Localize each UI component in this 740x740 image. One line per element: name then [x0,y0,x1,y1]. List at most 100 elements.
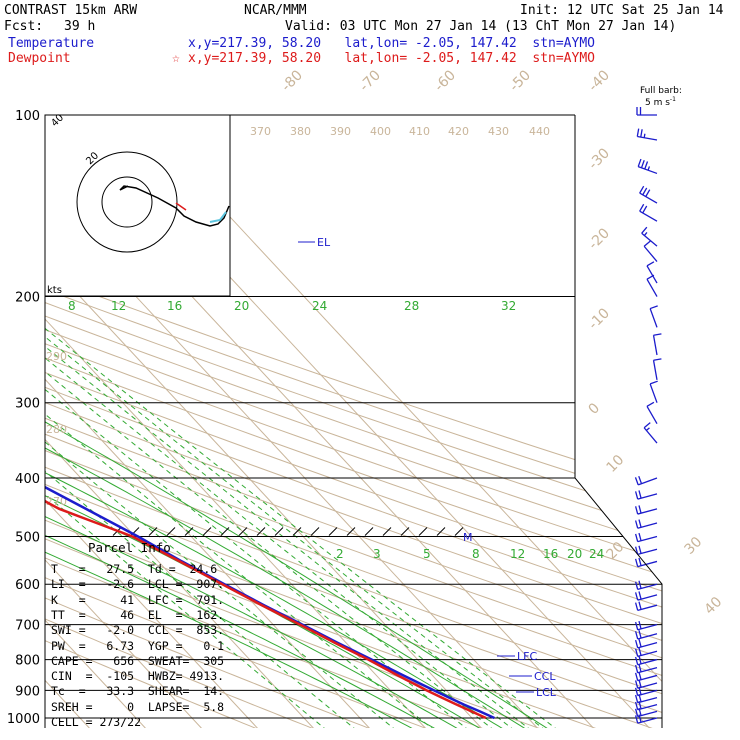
pressure-tick-label: 900 [15,684,40,699]
isotherm-label: -40 [586,67,613,94]
wind-barb-flag [634,656,639,665]
moist-adiabat-line [45,268,462,728]
isotherm-label: 30 [682,534,706,558]
mixing-ratio-label: 8 [68,299,76,313]
wind-barb-flag [634,694,639,703]
isotherm-label: -30 [586,145,613,172]
wind-barb-staff [637,135,658,141]
dry-adiabat-line [45,115,662,728]
wind-barb-flag [639,203,645,212]
dry-adiabat-line [45,115,662,728]
wind-barb-half-flag [645,427,650,431]
wind-barb-flag [638,475,643,484]
wind-barb-flag [640,129,643,138]
dewpoint-location: x,y=217.39, 58.20 lat,lon= -2.05, 147.42… [188,51,595,66]
mixing-ratio-label: 20 [567,547,582,561]
barb-legend-unit: 5 m s-1 [645,95,676,108]
wind-barb-staff [649,383,658,403]
mixing-ratio-line [45,282,358,728]
mixing-ratio-label: 12 [510,547,525,561]
dry-adiabat-line [45,115,662,728]
hatch-mark [274,527,284,536]
isotherm-line [45,115,317,728]
hatch-mark [310,527,320,536]
wind-barb-flag [638,647,642,656]
isotherm-line [45,115,149,728]
wind-barb-flag [634,701,639,710]
wind-barb-flag [634,491,639,500]
plot-frame-right [574,115,663,728]
wind-barb-staff [652,360,658,381]
wind-barb-flag [638,693,642,703]
wind-barb-flag [634,621,639,630]
wind-barb-flag [634,648,639,657]
wind-barb-flag [634,506,639,515]
lcl-marker-label: LCL [536,686,557,699]
wind-barb-flag [634,477,639,486]
wind-barb-flag [645,189,651,197]
isotherm-label: 0 [586,400,604,418]
isotherm-line [45,115,485,728]
dry-adiabat-line [45,115,662,728]
hatch-mark [400,527,410,536]
mixing-ratio-label: 2 [336,547,344,561]
mixing-ratio-label: 5 [423,547,431,561]
parcel-info-row: LI = -2.6 LCL = 907. [51,577,225,592]
pressure-tick-label: 100 [15,109,40,124]
theta-label: 430 [488,125,509,138]
center-title: NCAR/MMM [244,3,307,18]
parcel-info-row: CAPE = 656 SWEAT= 305 [51,653,225,668]
theta-label: 390 [330,125,351,138]
parcel-info-row: TT = 46 EL = 162. [51,607,225,622]
wind-barb-staff [646,265,658,284]
valid-time: Valid: 03 UTC Mon 27 Jan 14 (13 ChT Mon … [285,19,677,34]
isotherm-label: -80 [279,67,306,94]
mixing-ratio-label: 12 [111,299,126,313]
wind-barb-flag [634,664,639,673]
theta-label: 370 [250,125,271,138]
mixing-ratio-label: 24 [312,299,327,313]
mixing-ratio-label: 8 [472,547,480,561]
isotherm-line [45,115,205,728]
dry-adiabat-line [45,115,662,728]
wind-barb-staff [643,245,658,262]
dry-adiabat-line [45,115,662,728]
wind-barb-flag [641,226,648,234]
parcel-info-row: PW = 6.73 YGP = 0.1 [51,638,225,653]
wind-barb-staff [637,703,658,711]
pressure-axis: 100 200 300 400 500 600 700 800 900 1000 [7,109,40,727]
wind-barb-staff [637,717,658,724]
wind-barb-half-flag [643,133,646,138]
parcel-info-row: K = 41 LFC = 791. [51,592,225,607]
hodograph-trace-upper [175,202,187,211]
wind-barb-half-flag [643,232,648,236]
wind-barb-staff [641,232,658,247]
dry-adiabat-line [45,115,319,728]
wind-barb-flag [653,358,662,361]
wind-barb-staff [637,493,658,500]
hatch-mark [292,527,302,536]
parcel-info-row: SREH = 0 LAPSE= 5.8 [51,699,225,714]
dry-adiabat-line [45,115,662,728]
parcel-info-row: Tc = 33.3 SHEAR= 14. [51,684,225,699]
wind-barb-flag [642,205,648,214]
fcst-value: 39 h [64,19,96,34]
dewpoint-legend-label: Dewpoint [8,51,71,66]
hatch-mark [166,527,176,536]
theta-label: 440 [529,125,550,138]
wind-barb-staff [637,583,658,591]
hodograph-unit-label: kts [47,285,62,296]
sounding-profiles [45,115,495,720]
wind-barb-flag [649,380,658,385]
temperature-legend-label: Temperature [8,36,95,51]
wind-barb-flag [634,602,639,611]
mixing-ratio-label: 16 [543,547,558,561]
pressure-tick-label: 500 [15,530,40,545]
theta-label: 380 [290,125,311,138]
hatch-mark [364,527,374,536]
moist-adiabat-line [45,268,529,728]
wind-barb-staff [646,278,658,297]
barb-legend-unit-text: 5 m s [645,98,670,108]
parcel-info-row: CELL = 273/22 [51,715,142,729]
